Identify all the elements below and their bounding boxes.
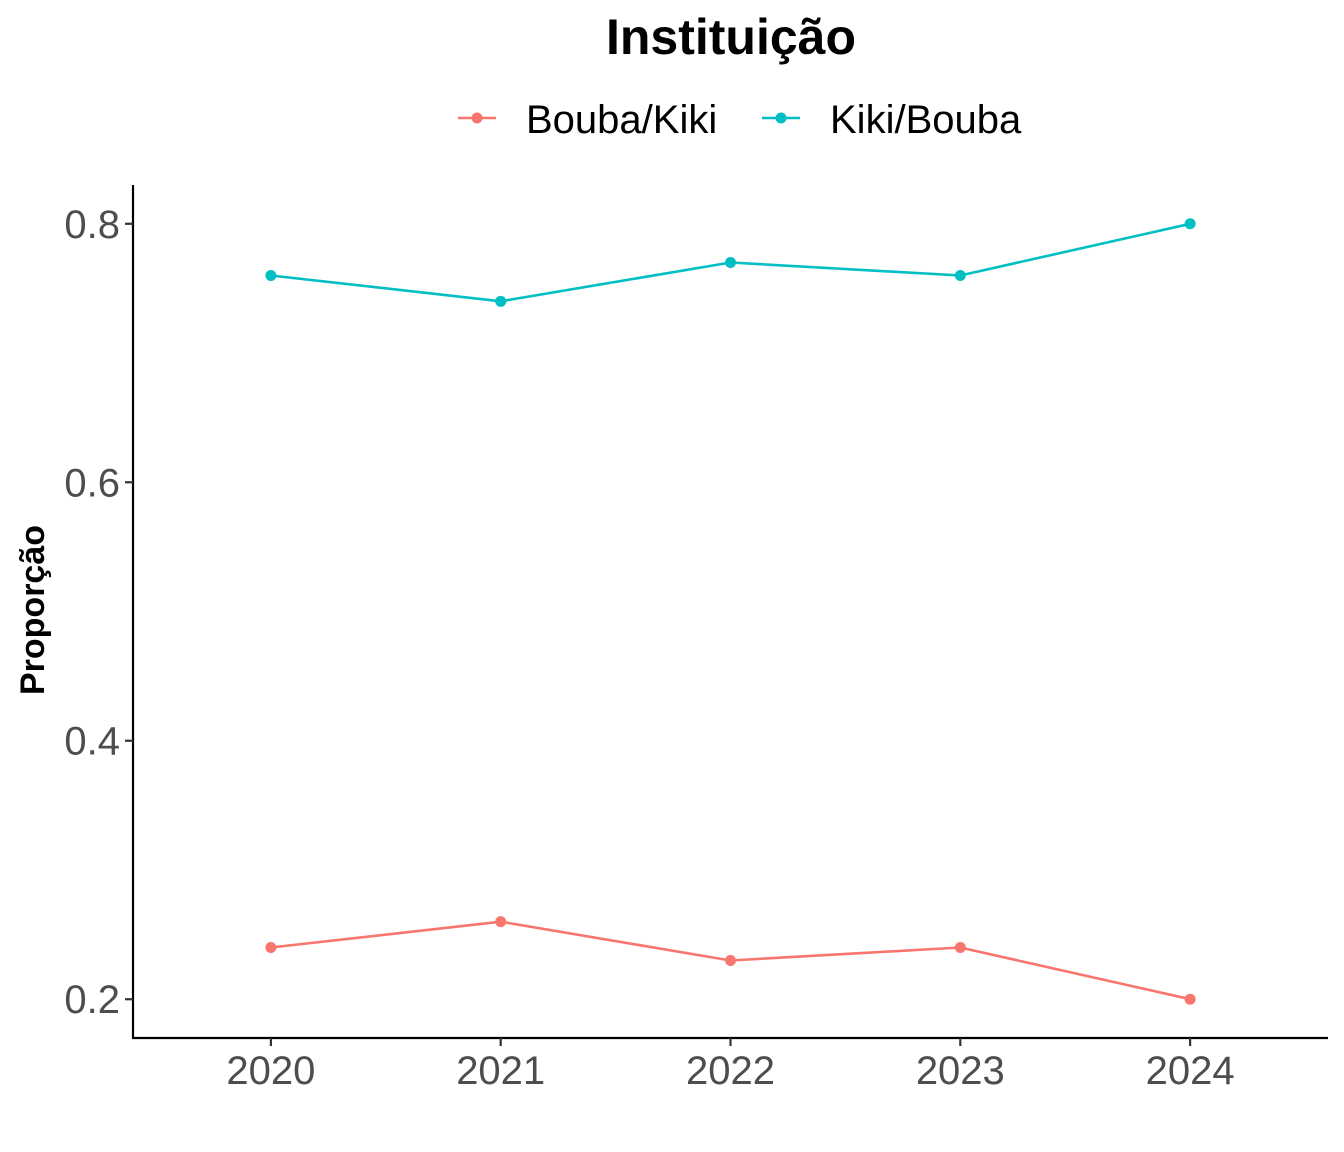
series-layer: [265, 218, 1196, 1005]
series-kiki-bouba: [265, 218, 1196, 307]
data-point-kiki-bouba: [1184, 218, 1196, 230]
legend-title: Instituição: [606, 9, 856, 65]
x-axis-ticks: 2020 2021 2022 2023 2024: [226, 1038, 1235, 1093]
x-tick-label: 2022: [686, 1049, 775, 1093]
legend: Instituição Bouba/Kiki Kiki/Bouba: [458, 9, 1022, 142]
data-point-kiki-bouba: [725, 257, 736, 269]
legend-label-kiki-bouba: Kiki/Bouba: [830, 98, 1022, 142]
data-point-kiki-bouba: [954, 269, 966, 281]
y-tick-label: 0.2: [64, 978, 120, 1022]
data-point-kiki-bouba: [495, 295, 507, 307]
data-point-bouba-kiki: [495, 916, 507, 928]
y-axis-ticks: 0.2 0.4 0.6 0.8: [64, 203, 133, 1022]
data-point-bouba-kiki: [265, 942, 277, 954]
legend-item-kiki-bouba: Kiki/Bouba: [762, 98, 1022, 142]
y-tick-label: 0.8: [64, 203, 120, 247]
series-bouba-kiki: [265, 916, 1196, 1005]
x-tick-label: 2020: [226, 1049, 315, 1093]
legend-label-bouba-kiki: Bouba/Kiki: [526, 98, 717, 142]
x-tick-label: 2021: [456, 1049, 545, 1093]
x-tick-label: 2023: [916, 1049, 1005, 1093]
data-point-bouba-kiki: [725, 954, 736, 966]
x-tick-label: 2024: [1146, 1049, 1235, 1093]
data-point-kiki-bouba: [265, 269, 277, 281]
data-point-bouba-kiki: [1184, 993, 1196, 1005]
legend-key-point-kiki-bouba: [775, 112, 787, 124]
legend-key-point-bouba-kiki: [471, 112, 483, 124]
legend-item-bouba-kiki: Bouba/Kiki: [458, 98, 717, 142]
y-tick-label: 0.6: [64, 461, 120, 505]
y-axis-title: Proporção: [14, 525, 52, 695]
data-point-bouba-kiki: [954, 942, 966, 954]
y-tick-label: 0.4: [64, 720, 120, 764]
axes: [131, 185, 1328, 1040]
